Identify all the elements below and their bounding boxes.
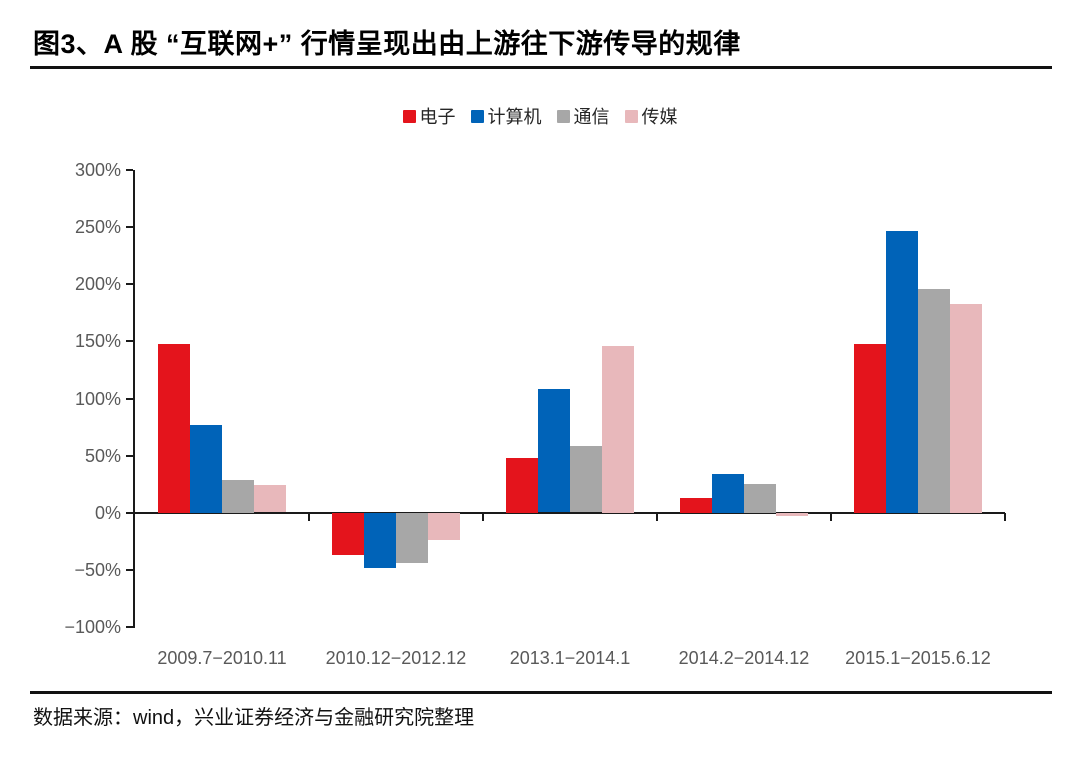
y-tick-label: 100% — [74, 389, 121, 409]
y-axis-tick — [126, 569, 133, 571]
footer-divider — [30, 691, 1052, 694]
bar-通信-4 — [744, 484, 776, 513]
legend-swatch-icon — [402, 109, 416, 123]
bar-传媒-3 — [602, 346, 634, 513]
x-axis-tick — [1004, 513, 1006, 521]
y-tick-label: −100% — [64, 617, 121, 637]
bar-计算机-1 — [190, 425, 222, 513]
bar-通信-5 — [918, 289, 950, 513]
y-tick-label: 50% — [84, 446, 121, 466]
bar-电子-5 — [854, 344, 886, 513]
y-tick-label: −50% — [74, 560, 121, 580]
x-axis-tick — [308, 513, 310, 521]
bar-计算机-2 — [364, 513, 396, 568]
bar-电子-2 — [332, 513, 364, 555]
legend-swatch-icon — [470, 109, 484, 123]
legend-label: 电子 — [419, 107, 456, 127]
bar-传媒-1 — [254, 485, 286, 512]
legend-item-2: 计算机 — [470, 103, 542, 129]
legend-swatch-icon — [624, 109, 638, 123]
bar-通信-2 — [396, 513, 428, 563]
legend-swatch-icon — [556, 109, 570, 123]
data-source: 数据来源：wind，兴业证券经济与金融研究院整理 — [33, 707, 475, 729]
bar-传媒-4 — [776, 513, 808, 516]
category-label: 2009.7−2010.11 — [157, 648, 287, 668]
y-axis-tick — [126, 340, 133, 342]
category-label: 2010.12−2012.12 — [325, 648, 467, 668]
y-axis-tick — [126, 169, 133, 171]
bar-电子-1 — [158, 344, 190, 513]
x-axis-tick — [482, 513, 484, 521]
legend-item-4: 传媒 — [624, 103, 678, 129]
x-axis-tick — [656, 513, 658, 521]
bar-电子-3 — [506, 458, 538, 513]
figure-title: 图3、A 股 “互联网+” 行情呈现出由上游往下游传导的规律 — [33, 29, 741, 59]
plot-area: 300% 250% 200% 150% 100% 50% 0% −50% −100% 2009.7… — [64, 160, 1006, 668]
y-axis-tick — [126, 512, 133, 514]
y-tick-label: 300% — [74, 160, 121, 180]
category-label: 2013.1−2014.1 — [509, 648, 631, 668]
bar-计算机-4 — [712, 474, 744, 513]
y-axis-line — [133, 170, 135, 628]
title-divider — [30, 66, 1052, 69]
bar-计算机-5 — [886, 231, 918, 513]
y-axis-tick — [126, 283, 133, 285]
x-axis-line — [133, 512, 1005, 514]
legend-item-1: 电子 — [402, 103, 456, 129]
y-tick-label: 0% — [94, 503, 121, 523]
bar-通信-3 — [570, 446, 602, 512]
chart-legend: 电子 计算机 通信 传媒 — [0, 103, 1080, 129]
legend-item-3: 通信 — [556, 103, 610, 129]
y-axis-tick — [126, 626, 133, 628]
y-axis-tick — [126, 455, 133, 457]
x-axis-tick — [830, 513, 832, 521]
bar-计算机-3 — [538, 389, 570, 512]
y-axis-tick — [126, 226, 133, 228]
legend-label: 通信 — [573, 107, 610, 127]
bar-传媒-5 — [950, 304, 982, 513]
y-tick-label: 200% — [74, 274, 121, 294]
y-axis-tick — [126, 398, 133, 400]
y-tick-label: 150% — [74, 331, 121, 351]
y-tick-label: 250% — [74, 217, 121, 237]
category-label: 2014.2−2014.12 — [678, 648, 810, 668]
bar-电子-4 — [680, 498, 712, 513]
bar-传媒-2 — [428, 513, 460, 540]
legend-label: 传媒 — [641, 107, 678, 127]
legend-label: 计算机 — [487, 107, 542, 127]
category-label: 2015.1−2015.6.12 — [845, 648, 991, 668]
bar-通信-1 — [222, 480, 254, 513]
